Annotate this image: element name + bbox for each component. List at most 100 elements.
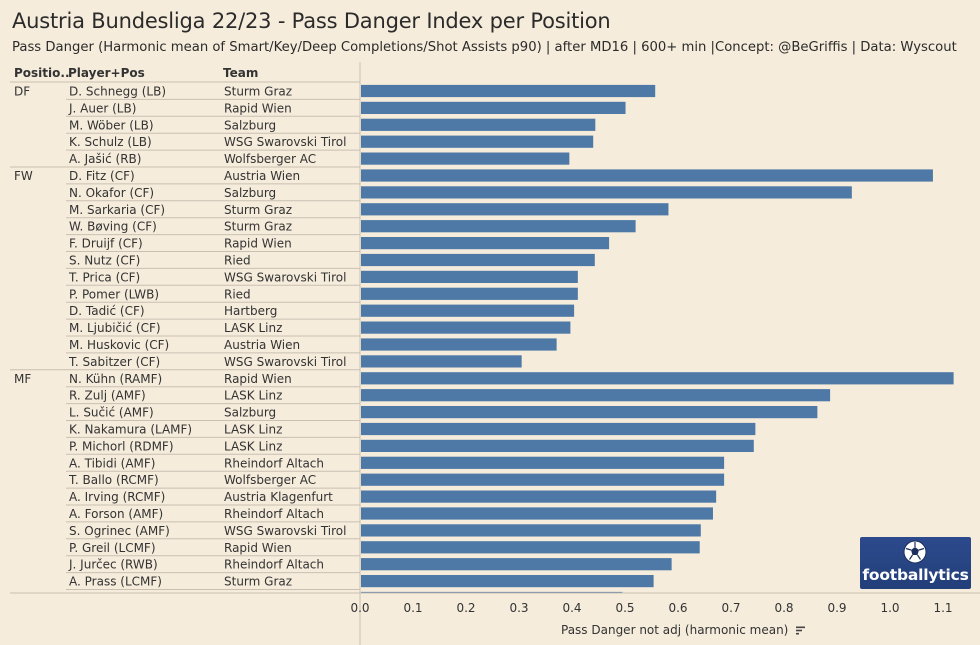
team-label[interactable]: Rapid Wien [224,372,292,386]
player-label[interactable]: T. Ballo (RCMF) [68,473,159,487]
column-header-position[interactable]: Positio.. [14,66,70,80]
player-label[interactable]: F. Druijf (CF) [69,237,143,251]
bar[interactable] [361,270,578,283]
player-label[interactable]: P. Greil (LCMF) [69,541,156,555]
bar[interactable] [361,338,557,351]
bar[interactable] [361,490,717,503]
column-header-player[interactable]: Player+Pos [68,66,145,80]
bar[interactable] [361,422,756,436]
bar[interactable] [361,524,701,537]
team-label[interactable]: Wolfsberger AC [224,152,316,166]
team-label[interactable]: Salzburg [224,406,276,420]
player-label[interactable]: R. Zulj (AMF) [69,389,146,403]
team-label[interactable]: Sturm Graz [224,220,292,234]
team-label[interactable]: LASK Linz [224,439,282,453]
bar[interactable] [361,118,596,131]
position-label[interactable]: MF [14,372,31,386]
bar[interactable] [361,253,595,267]
player-label[interactable]: K. Schulz (LB) [69,135,152,149]
bar[interactable] [361,406,818,419]
team-label[interactable]: WSG Swarovski Tirol [224,524,346,538]
player-label[interactable]: A. Prass (LCMF) [69,575,162,589]
column-header-team[interactable]: Team [223,66,259,80]
player-label[interactable]: J. Jurčec (RWB) [68,558,158,572]
x-axis-title[interactable]: Pass Danger not adj (harmonic mean) [561,623,806,637]
bar[interactable] [361,304,575,317]
player-label[interactable]: W. Bøving (CF) [69,220,157,234]
team-label[interactable]: Sturm Graz [224,203,292,217]
team-label[interactable]: Rheindorf Altach [224,456,324,470]
player-label[interactable]: S. Nutz (CF) [69,254,140,268]
player-label[interactable]: M. Ljubičić (CF) [69,321,161,335]
team-label[interactable]: WSG Swarovski Tirol [224,270,346,284]
player-label[interactable]: N. Kühn (RAMF) [69,372,162,386]
player-label[interactable]: T. Prica (CF) [68,270,140,284]
player-label[interactable]: A. Irving (RCMF) [69,490,165,504]
player-label[interactable]: K. Nakamura (LAMF) [69,423,192,437]
player-label[interactable]: J. Auer (LB) [68,101,136,115]
bar[interactable] [361,152,570,165]
team-label[interactable]: Sturm Graz [224,575,292,589]
player-label[interactable]: D. Schnegg (LB) [69,85,166,99]
bar[interactable] [361,591,623,604]
team-label[interactable]: LASK Linz [224,389,282,403]
bar[interactable] [361,101,626,114]
team-label[interactable]: Rapid Wien [224,237,292,251]
bar[interactable] [361,389,831,402]
position-label[interactable]: DF [14,85,30,99]
bar[interactable] [361,575,654,588]
team-label[interactable]: Ried [224,287,251,301]
bar[interactable] [361,541,700,554]
team-label[interactable]: Rapid Wien [224,101,292,115]
team-label[interactable]: Hartberg [224,304,277,318]
bar[interactable] [361,186,852,199]
player-label[interactable]: D. Tadić (CF) [69,304,145,318]
player-label[interactable]: M. Huskovic (CF) [69,338,169,352]
player-label[interactable]: S. Ogrinec (AMF) [69,524,170,538]
bar[interactable] [361,355,522,368]
team-label[interactable]: Salzburg [224,186,276,200]
bar[interactable] [361,237,610,250]
player-label[interactable]: P. Pomer (LWB) [69,287,159,301]
team-label[interactable]: WSG Swarovski Tirol [224,355,346,369]
team-label[interactable]: LASK Linz [224,321,282,335]
bar[interactable] [361,169,933,182]
player-label[interactable]: P. Michorl (RDMF) [69,439,174,453]
team-label[interactable]: Salzburg [224,118,276,132]
team-label[interactable]: LASK Linz [224,423,282,437]
position-label[interactable]: FW [14,169,33,183]
team-label[interactable]: Austria Wien [224,169,300,183]
bar[interactable] [361,439,754,452]
player-label[interactable]: M. Sarkaria (CF) [69,203,165,217]
team-label[interactable]: Austria Wien [224,338,300,352]
bar[interactable] [361,135,594,148]
bar[interactable] [361,507,713,520]
team-label[interactable]: Austria Klagenfurt [224,490,333,504]
player-label[interactable]: L. Sučić (AMF) [69,406,154,420]
player-label[interactable]: A. Tibidi (AMF) [69,456,155,470]
team-label[interactable]: WSG Swarovski Tirol [224,135,346,149]
team-label[interactable]: Rheindorf Altach [224,507,324,521]
bar[interactable] [361,287,578,300]
bar[interactable] [361,84,656,98]
team-label[interactable]: Sturm Graz [224,592,292,606]
player-label[interactable]: A. Forson (AMF) [69,507,163,521]
player-label[interactable]: D. Fitz (CF) [69,169,135,183]
bar[interactable] [361,321,571,334]
bar[interactable] [361,220,636,233]
player-label[interactable]: T. Sabitzer (CF) [68,355,160,369]
bar[interactable] [361,558,672,571]
team-label[interactable]: Rheindorf Altach [224,558,324,572]
team-label[interactable]: Ried [224,254,251,268]
sort-descending-icon[interactable] [796,626,806,635]
team-label[interactable]: Sturm Graz [224,85,292,99]
player-label[interactable]: A. Jašić (RB) [69,152,141,166]
team-label[interactable]: Wolfsberger AC [224,473,316,487]
team-label[interactable]: Rapid Wien [224,541,292,555]
bar[interactable] [361,203,669,216]
bar[interactable] [361,456,725,469]
bar[interactable] [361,372,954,385]
player-label[interactable]: N. Okafor (CF) [69,186,154,200]
player-label[interactable]: M. Wöber (LB) [69,118,154,132]
bar[interactable] [361,473,725,486]
